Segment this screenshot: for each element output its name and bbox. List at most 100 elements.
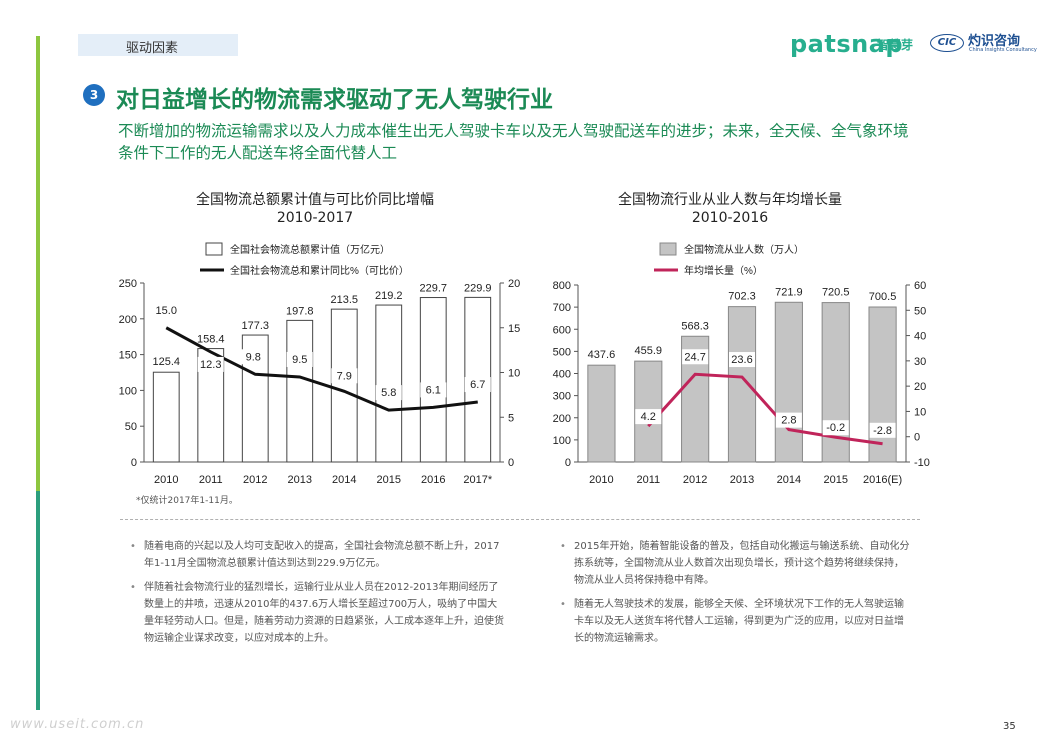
y-right-tick-label: 20 — [508, 278, 520, 290]
line-data-label: 6.1 — [426, 384, 441, 396]
bar-data-label: 229.9 — [464, 282, 492, 294]
page-subtitle: 不断增加的物流运输需求以及人力成本催生出无人驾驶卡车以及无人驾驶配送车的进步；未… — [118, 122, 909, 162]
x-tick-label: 2010 — [154, 474, 178, 486]
line-label-bg — [682, 349, 709, 365]
y-right-tick-label: 0 — [914, 432, 920, 444]
line-label-bg — [635, 409, 662, 425]
y-left-tick-label: 800 — [553, 280, 571, 292]
x-tick-label: 2015 — [823, 474, 847, 486]
bar — [286, 319, 314, 463]
x-tick-label: 2012 — [683, 474, 707, 486]
bar-data-label: 721.9 — [775, 286, 803, 298]
y-left-tick-label: 250 — [119, 278, 137, 290]
line-label-bg — [331, 368, 358, 384]
chart1-footnote: *仅统计2017年1-11月。 — [136, 496, 238, 506]
y-right-tick-label: 20 — [914, 381, 926, 393]
line-data-label: 15.0 — [156, 305, 177, 317]
bar-data-label: 197.8 — [286, 305, 314, 317]
bar-data-label: 700.5 — [869, 291, 897, 303]
line-data-label: 4.2 — [641, 411, 656, 423]
chart1-title-block: 全国物流总额累计值与可比价同比增幅 2010-2017 — [170, 191, 460, 227]
y-right-tick-label: 30 — [914, 356, 926, 368]
chart2-subtitle: 2010-2016 — [691, 210, 769, 226]
y-left-tick-label: 200 — [119, 314, 137, 326]
y-right-tick-label: 50 — [914, 305, 926, 317]
bullet-item: 随着电商的兴起以及人均可支配收入的提高，全国社会物流总额不断上升，2017年1-… — [130, 538, 505, 572]
bullet-item: 随着无人驾驶技术的发展，能够全天候、全环境状况下工作的无人驾驶运输卡车以及无人送… — [560, 596, 910, 647]
left-accent-bar-green — [36, 36, 40, 491]
line-label-bg — [153, 302, 180, 318]
bar-data-label: 229.7 — [419, 283, 447, 295]
y-right-tick-label: 40 — [914, 331, 926, 343]
bar — [419, 297, 447, 463]
y-right-tick-label: 0 — [508, 457, 514, 469]
bar-data-label: 720.5 — [822, 287, 850, 299]
y-right-tick-label: 10 — [508, 368, 520, 380]
y-right-tick-label: 5 — [508, 412, 514, 424]
line-label-bg — [729, 352, 755, 368]
page-number: 35 — [1003, 721, 1016, 732]
x-tick-label: 2017* — [463, 474, 492, 486]
bar-data-label: 158.4 — [197, 334, 225, 346]
bullet-item: 2015年开始，随着智能设备的普及，包括自动化搬运与输送系统、自动化分拣系统等，… — [560, 538, 910, 589]
left-accent-bar-teal — [36, 491, 40, 710]
legend-label-bar: 全国物流从业人数（万人） — [684, 243, 804, 256]
bar-data-label: 702.3 — [728, 291, 756, 303]
x-tick-label: 2013 — [288, 474, 312, 486]
bar-data-label: 568.3 — [681, 320, 709, 332]
legend-swatch-bar — [205, 242, 223, 256]
line-data-label: 7.9 — [337, 370, 352, 382]
x-tick-label: 2016(E) — [863, 474, 902, 486]
line-label-bg — [375, 385, 402, 401]
bar-data-label: 219.2 — [375, 290, 403, 302]
y-right-tick-label: -10 — [914, 457, 930, 469]
chart2-title: 全国物流行业从业人数与年均增长量 — [618, 192, 842, 208]
y-right-tick-label: 10 — [914, 406, 926, 418]
y-right-tick-label: 15 — [508, 323, 520, 335]
legend-swatch-bar — [659, 242, 677, 256]
line-data-label: 6.7 — [470, 379, 485, 391]
x-tick-label: 2014 — [332, 474, 356, 486]
line-label-bg — [869, 422, 896, 438]
y-left-tick-label: 700 — [553, 302, 571, 314]
cic-logo-cn: 灼识咨询 — [968, 34, 1021, 49]
line-data-label: 12.3 — [200, 359, 221, 371]
line-label-bg — [464, 377, 491, 393]
x-tick-label: 2011 — [636, 474, 660, 486]
y-left-tick-label: 0 — [131, 457, 137, 469]
x-tick-label: 2010 — [589, 474, 613, 486]
bar — [774, 301, 803, 463]
y-left-tick-label: 200 — [553, 413, 571, 425]
bar — [587, 364, 616, 463]
line-label-bg — [775, 412, 802, 428]
page-title: 对日益增长的物流需求驱动了无人驾驶行业 — [116, 87, 553, 113]
legend-label-line: 年均增长量（%） — [684, 264, 763, 277]
line-data-label: 23.6 — [731, 354, 752, 366]
line-label-bg — [420, 382, 447, 398]
line-data-label: -2.8 — [873, 425, 892, 437]
line-data-label: 2.8 — [781, 415, 796, 427]
series-line — [165, 326, 478, 412]
line-label-bg — [286, 351, 313, 367]
y-left-tick-label: 150 — [119, 350, 137, 362]
y-left-tick-label: 600 — [553, 324, 571, 336]
divider — [120, 519, 920, 520]
line-data-label: 5.8 — [381, 387, 396, 399]
bar — [868, 306, 897, 463]
x-tick-label: 2016 — [421, 474, 445, 486]
series-line — [647, 372, 883, 446]
line-data-label: 9.8 — [246, 351, 261, 363]
x-tick-label: 2014 — [777, 474, 801, 486]
bar — [727, 306, 757, 463]
y-left-tick-label: 500 — [553, 346, 571, 358]
y-right-tick-label: 60 — [914, 280, 926, 292]
bullet-list-left: 随着电商的兴起以及人均可支配收入的提高，全国社会物流总额不断上升，2017年1-… — [130, 538, 505, 654]
bar-data-label: 437.6 — [588, 349, 616, 361]
bar — [152, 371, 180, 463]
slide-number-badge: 3 — [83, 84, 105, 106]
line-data-label: 9.5 — [292, 354, 307, 366]
bar-data-label: 455.9 — [635, 345, 663, 357]
